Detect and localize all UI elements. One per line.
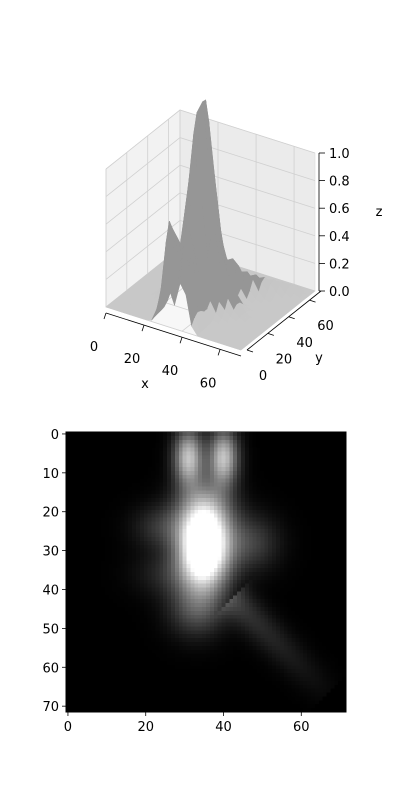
x-axis-line xyxy=(105,312,242,357)
x-tick-label: 40 xyxy=(215,720,232,735)
y-tick-label: 40 xyxy=(296,336,313,351)
x-tick xyxy=(141,324,145,332)
x-tick xyxy=(217,349,221,356)
grid-line-z xyxy=(105,164,316,225)
z-axis-label: z xyxy=(376,205,383,220)
z-tick-label: 0.4 xyxy=(329,230,350,245)
x-tick xyxy=(179,337,183,344)
y-tick xyxy=(309,299,316,303)
z-tick-label: 0.2 xyxy=(329,257,350,272)
y-tick-label: 50 xyxy=(42,622,59,637)
y-tick-label: 20 xyxy=(276,352,293,367)
y-tick-label: 30 xyxy=(42,545,59,560)
y-tick-label: 60 xyxy=(42,661,59,676)
y-tick xyxy=(288,316,295,320)
y-axis-label: y xyxy=(315,351,323,366)
y-tick-label: 60 xyxy=(317,319,334,334)
y-tick-label: 40 xyxy=(42,584,59,599)
y-tick xyxy=(246,349,254,353)
x-tick-label: 0 xyxy=(90,340,98,355)
x-tick-label: 0 xyxy=(64,720,72,735)
x-tick-label: 20 xyxy=(137,720,154,735)
surface-facet xyxy=(236,346,245,351)
grid-line-z xyxy=(105,192,316,253)
y-tick-label: 70 xyxy=(42,700,59,715)
x-tick-label: 20 xyxy=(124,352,141,367)
z-tick-label: 0.6 xyxy=(329,202,350,217)
x-tick-label: 60 xyxy=(293,720,310,735)
z-tick-label: 0.0 xyxy=(329,285,350,300)
axis-lines-3d xyxy=(105,153,322,357)
x-tick-label: 60 xyxy=(200,376,217,391)
grid-line-z xyxy=(105,109,316,170)
grid-line-z xyxy=(105,137,316,197)
y-tick-label: 0 xyxy=(259,369,267,384)
y-tick-label: 10 xyxy=(42,467,59,482)
y-tick xyxy=(267,333,274,336)
heatmap-ticks: 0 20 40 60 0 10 20 30 40 50 60 70 xyxy=(42,428,309,735)
y-tick-label: 20 xyxy=(42,506,59,521)
z-tick-label: 1.0 xyxy=(329,147,350,162)
z-tick-label: 0.8 xyxy=(329,175,350,190)
x-tick-label: 40 xyxy=(162,364,179,379)
surface-mesh xyxy=(105,99,316,351)
x-axis-label: x xyxy=(141,377,149,392)
y-tick-label: 0 xyxy=(51,428,59,443)
x-tick xyxy=(103,312,107,320)
heatmap-image xyxy=(66,432,346,712)
grid-line-z xyxy=(105,219,316,280)
y-axis-line xyxy=(246,290,322,351)
